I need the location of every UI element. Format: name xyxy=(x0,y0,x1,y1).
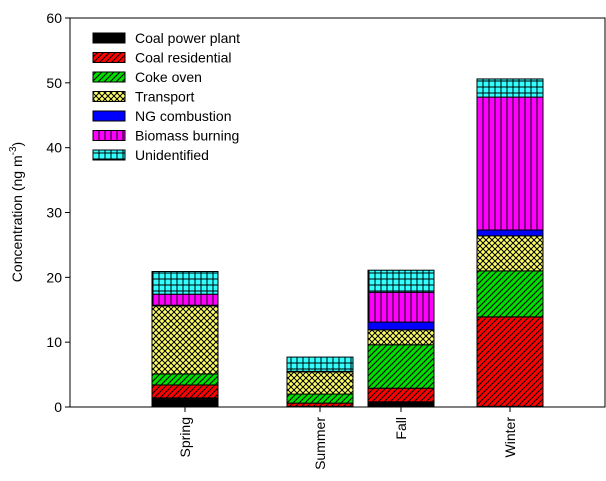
y-label-end: ) xyxy=(9,142,25,147)
bar-segment xyxy=(367,401,435,408)
legend-label: Coke oven xyxy=(135,69,202,85)
legend-label: Transport xyxy=(135,89,195,105)
legend-swatch xyxy=(92,71,126,83)
x-tick-label: Winter xyxy=(502,417,518,458)
bar-segment xyxy=(367,291,435,323)
bar-segment xyxy=(151,305,219,375)
bar-segment xyxy=(367,321,435,331)
y-label-sup: -3 xyxy=(8,146,19,155)
bar-segment xyxy=(151,293,219,306)
legend-swatch xyxy=(92,110,126,122)
bar-segment xyxy=(476,78,544,98)
x-tick-label: Spring xyxy=(177,417,193,457)
bar-segment xyxy=(286,393,354,404)
legend-label: Unidentified xyxy=(135,147,209,163)
y-tick-label: 30 xyxy=(46,205,62,221)
bar-segment xyxy=(286,356,354,372)
bar-segment xyxy=(367,329,435,346)
y-axis-label: Concentration (ng m-3) xyxy=(8,142,25,282)
legend-label: Biomass burning xyxy=(135,128,239,144)
legend-swatch xyxy=(92,130,126,141)
bar-segment xyxy=(476,316,544,407)
bar-segment xyxy=(367,387,435,403)
y-tick-label: 50 xyxy=(46,75,62,91)
y-tick-label: 60 xyxy=(46,10,62,26)
y-label-text: Concentration (ng m xyxy=(9,155,25,282)
legend-swatch xyxy=(92,32,126,44)
legend-swatch xyxy=(92,52,126,63)
y-tick-label: 40 xyxy=(46,140,62,156)
bar-segment xyxy=(476,96,544,231)
x-tick-label: Fall xyxy=(393,417,409,440)
legend-label: Coal power plant xyxy=(135,30,240,46)
bar-segment xyxy=(151,270,219,295)
bar-segment xyxy=(476,235,544,272)
bar-segment xyxy=(286,371,354,395)
y-tick-label: 10 xyxy=(46,334,62,350)
y-tick-label: 20 xyxy=(46,269,62,285)
bar-segment xyxy=(476,270,544,318)
x-tick-label: Summer xyxy=(312,417,328,470)
bar-segment xyxy=(367,344,435,389)
bar-segment xyxy=(151,397,219,408)
legend-label: NG combustion xyxy=(135,108,231,124)
bar-segment xyxy=(151,373,219,386)
legend-label: Coal residential xyxy=(135,50,232,66)
bar-segment xyxy=(151,384,219,399)
bar-segment xyxy=(367,269,435,293)
bar-segment xyxy=(476,229,544,237)
y-tick-label: 0 xyxy=(54,399,62,415)
legend-swatch xyxy=(92,149,126,161)
legend-swatch xyxy=(92,91,126,102)
